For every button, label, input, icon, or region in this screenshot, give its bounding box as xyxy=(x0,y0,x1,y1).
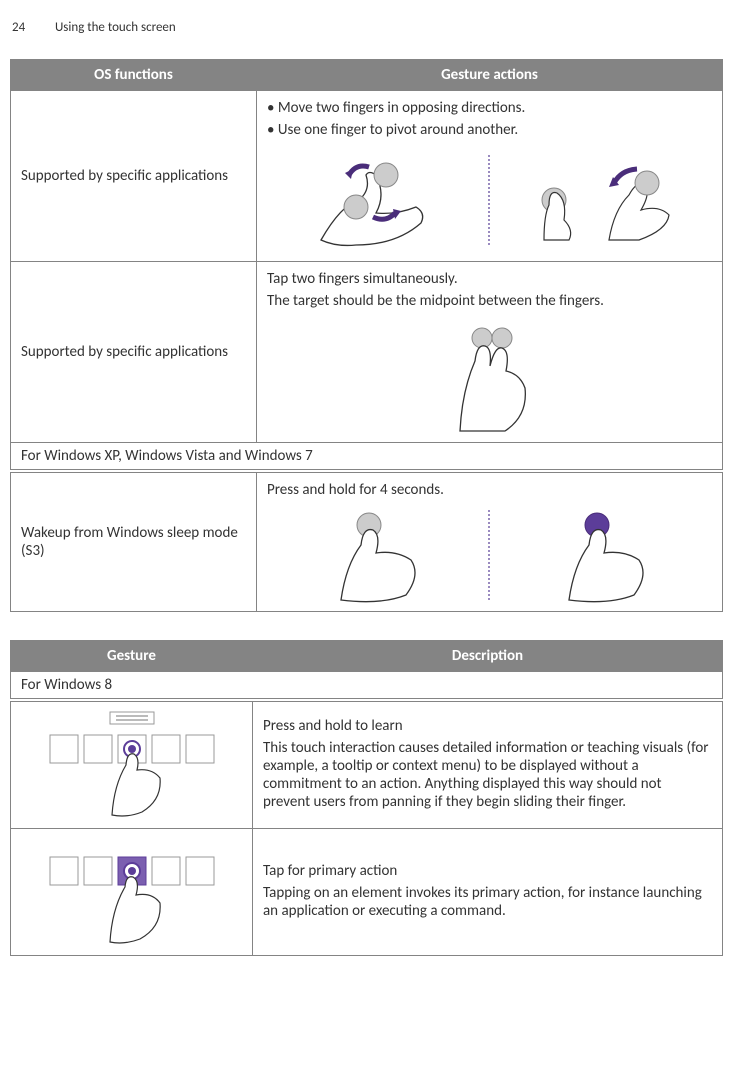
win8-row2-desc: Tap for primary action Tapping on an ele… xyxy=(253,829,723,956)
press-hold-icon-1 xyxy=(267,505,484,605)
row1-bullet2: • Use one finger to pivot around another… xyxy=(267,121,712,139)
row2-line1: Tap two fingers simultaneously. xyxy=(267,270,712,288)
win8-tap-icon xyxy=(11,829,253,956)
win8-row2-title: Tap for primary action xyxy=(263,862,712,880)
row2-gesture: Tap two fingers simultaneously. The targ… xyxy=(257,262,723,443)
gestures-table-2: Gesture Description For Windows 8 xyxy=(10,640,723,956)
win8-press-hold-icon xyxy=(11,702,253,829)
divider-dots xyxy=(488,155,491,245)
divider-dots-2 xyxy=(488,510,491,600)
two-finger-tap-icon xyxy=(267,316,712,436)
gestures-table-1: OS functions Gesture actions Supported b… xyxy=(10,59,723,612)
row2-func: Supported by specific applications xyxy=(11,262,257,443)
section-win8: For Windows 8 xyxy=(11,672,723,699)
th-description: Description xyxy=(253,641,723,672)
th-gesture-actions: Gesture actions xyxy=(257,60,723,91)
win8-row1-desc: Press and hold to learn This touch inter… xyxy=(253,702,723,829)
row3-func: Wakeup from Windows sleep mode (S3) xyxy=(11,473,257,612)
th-os-functions: OS functions xyxy=(11,60,257,91)
win8-row1-body: This touch interaction causes detailed i… xyxy=(263,739,712,811)
rotate-gesture-icon xyxy=(267,145,484,255)
pivot-gesture-icon xyxy=(495,145,712,255)
row2-line2: The target should be the midpoint betwee… xyxy=(267,292,712,310)
page-header: 24 Using the touch screen xyxy=(10,20,723,35)
th-gesture: Gesture xyxy=(11,641,253,672)
row1-bullet1: • Move two fingers in opposing direction… xyxy=(267,99,712,117)
row1-func: Supported by specific applications xyxy=(11,91,257,262)
section-xp-vista-7: For Windows XP, Windows Vista and Window… xyxy=(11,443,723,470)
press-hold-icon-2 xyxy=(495,505,712,605)
page-number: 24 xyxy=(12,20,52,35)
row3-line1: Press and hold for 4 seconds. xyxy=(267,481,712,499)
win8-row2-body: Tapping on an element invokes its primar… xyxy=(263,884,712,920)
row3-gesture: Press and hold for 4 seconds. xyxy=(257,473,723,612)
page-title: Using the touch screen xyxy=(55,20,176,35)
row1-gesture: • Move two fingers in opposing direction… xyxy=(257,91,723,262)
win8-row1-title: Press and hold to learn xyxy=(263,717,712,735)
